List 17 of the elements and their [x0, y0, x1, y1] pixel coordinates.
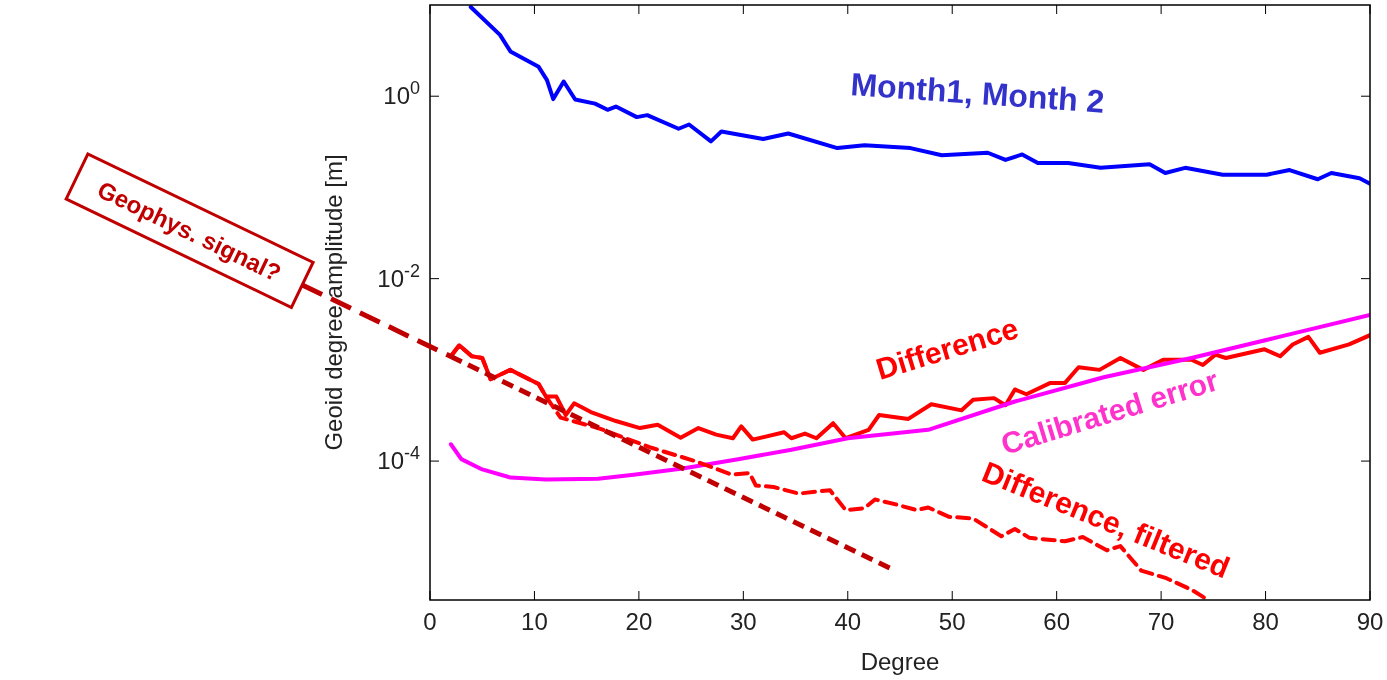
x-tick-label: 10	[521, 608, 548, 635]
x-tick-label: 70	[1147, 608, 1175, 635]
x-tick-label: 30	[729, 608, 757, 635]
y-tick-label: 10$^{-2}$	[377, 260, 420, 292]
x-tick-label: 80	[1252, 608, 1279, 635]
x-tick-label: 0	[423, 608, 437, 635]
series-label: Month1, Month 2	[849, 66, 1106, 120]
x-tick-label: 40	[834, 608, 862, 635]
y-tick-label: 10$^{0}$	[383, 78, 420, 110]
x-axis-title: Degree	[860, 648, 940, 675]
x-tick-label: 50	[938, 608, 966, 635]
x-tick-label: 60	[1043, 608, 1071, 635]
y-axis-title: Geoid degree amplitude [m]	[320, 154, 347, 451]
line-series	[468, 5, 1370, 186]
x-tick-label: 90	[1356, 608, 1384, 635]
y-tick-label: 10$^{-4}$	[377, 443, 420, 475]
x-tick-label: 20	[625, 608, 653, 635]
